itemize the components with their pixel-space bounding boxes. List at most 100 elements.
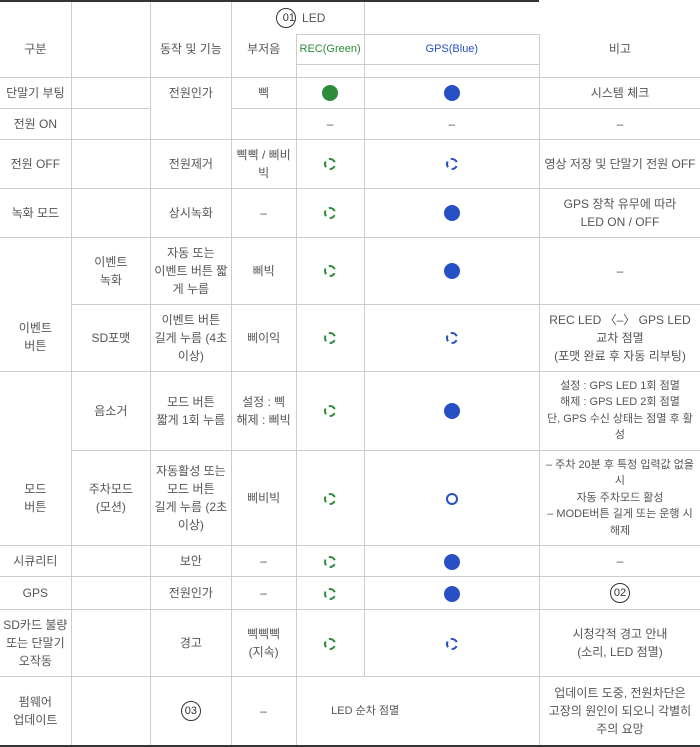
- led-firmware-text: LED 순차 점멸: [328, 677, 503, 747]
- led-gps-solid-icon: [444, 403, 460, 419]
- badge-02: 02: [610, 583, 630, 603]
- buzzer-sd-format: 삐이익: [231, 304, 296, 371]
- hdr-category: 구분: [24, 42, 46, 56]
- hdr-buzzer: 부저음: [247, 42, 280, 56]
- buzzer-power-off: 삑삑 / 삐비빅: [231, 139, 296, 188]
- remark-boot: 시스템 체크: [539, 77, 700, 108]
- cat-rec-mode: 녹화 모드: [0, 188, 71, 237]
- row-gps: GPS 전원인가 – 02: [0, 577, 700, 610]
- cat-gps: GPS: [0, 577, 71, 610]
- led-gps-solid-icon: [444, 263, 460, 279]
- cat-mute: 음소거: [71, 371, 150, 450]
- hdr-led-rec: REC(Green): [296, 34, 364, 64]
- remark-sd-format: REC LED 〈–〉 GPS LED 교차 점멸(포맷 완료 후 자동 리부팅…: [539, 304, 700, 371]
- col-led-badge: 01: [231, 1, 296, 34]
- row-parking: 모드버튼 주차모드(모션) 자동활성 또는모드 버튼길게 누름 (2초 이상) …: [0, 450, 700, 546]
- row-security: 시큐리티 보안 – –: [0, 546, 700, 577]
- cat-parking: 주차모드(모션): [71, 450, 150, 546]
- cat-power-on: 전원 ON: [0, 108, 71, 139]
- row-event-rec: 이벤트녹화 자동 또는이벤트 버튼 짧게 누름 삐빅 –: [0, 237, 700, 304]
- remark-parking: – 주차 20분 후 특정 입력값 없을시자동 주차모드 활성– MODE버튼 …: [539, 450, 700, 546]
- hdr-action: 동작 및 기능: [160, 42, 222, 56]
- remark-gps: 02: [539, 577, 700, 610]
- col-action: [71, 1, 150, 34]
- cat-event-rec: 이벤트녹화: [71, 237, 150, 304]
- remark-security: –: [539, 546, 700, 577]
- badge-03: 03: [181, 701, 201, 721]
- group-event-btn: [0, 237, 71, 304]
- remark-firmware: 업데이트 도중, 전원차단은고장의 원인이 되오니 각별히주의 요망: [539, 677, 700, 747]
- row-mute: 음소거 모드 버튼짧게 1회 누름 설정 : 삑해제 : 삐빅 설정 : GPS…: [0, 371, 700, 450]
- buzzer-mute: 설정 : 삑해제 : 삐빅: [231, 371, 296, 450]
- buzzer-boot: 삑: [231, 77, 296, 108]
- action-firmware: 03: [151, 677, 232, 747]
- cat-firmware: 펌웨어업데이트: [0, 677, 71, 747]
- col-remark: [364, 1, 539, 34]
- led-rec-dash-text: –: [296, 108, 364, 139]
- col-led-title: LED: [296, 1, 364, 34]
- remark-event-rec: –: [539, 237, 700, 304]
- led-gps-solid-icon: [444, 85, 460, 101]
- remark-sd-fault: 시청각적 경고 안내(소리, LED 점멸): [539, 610, 700, 677]
- led-rec-blink-icon: [324, 265, 336, 277]
- led-gps-blink-icon: [446, 158, 458, 170]
- led-rec-blink-icon: [324, 332, 336, 344]
- action-power-apply: 전원인가: [151, 77, 232, 108]
- action-event-rec: 자동 또는이벤트 버튼 짧게 누름: [151, 237, 232, 304]
- cat-security: 시큐리티: [0, 546, 71, 577]
- row-sd-format: 이벤트버튼 SD포맷 이벤트 버튼길게 누름 (4초 이상) 삐이익 REC L…: [0, 304, 700, 371]
- led-rec-blink-icon: [324, 493, 336, 505]
- action-power-off: 전원제거: [151, 139, 232, 188]
- group-mode-btn: [0, 371, 71, 450]
- buzzer-event-rec: 삐빅: [231, 237, 296, 304]
- cat-power-off: 전원 OFF: [0, 139, 71, 188]
- buzzer-parking: 삐비빅: [231, 450, 296, 546]
- row-firmware: 펌웨어업데이트 03 – LED 순차 점멸 업데이트 도중, 전원차단은고장의…: [0, 677, 700, 747]
- led-gps-solid-icon: [444, 586, 460, 602]
- buzzer-rec-mode: –: [231, 188, 296, 237]
- group-mode-btn-label: 모드버튼: [0, 450, 71, 546]
- led-rec-blink-icon: [324, 158, 336, 170]
- buzzer-security: –: [231, 546, 296, 577]
- remark-power-off: 영상 저장 및 단말기 전원 OFF: [539, 139, 700, 188]
- group-event-btn-label: 이벤트버튼: [0, 304, 71, 371]
- hdr-led-gps: GPS(Blue): [364, 34, 539, 64]
- led-rec-blink-icon: [324, 207, 336, 219]
- led-rec-blink-icon: [324, 556, 336, 568]
- led-rec-blink-icon: [324, 588, 336, 600]
- row-power-on: 전원 ON – – –: [0, 108, 700, 139]
- led-gps-solid-icon: [444, 554, 460, 570]
- cat-boot: 단말기 부팅: [0, 77, 71, 108]
- cat-sd-format: SD포맷: [71, 304, 150, 371]
- action-gps: 전원인가: [151, 577, 232, 610]
- hdr-remark: 비고: [609, 42, 631, 56]
- led-rec-solid-icon: [322, 85, 338, 101]
- remark-rec-mode: GPS 장착 유무에 따라LED ON / OFF: [539, 188, 700, 237]
- buzzer-sd-fault: 삑삑삑(지속): [231, 610, 296, 677]
- col-category: [0, 1, 71, 34]
- row-power-off: 전원 OFF 전원제거 삑삑 / 삐비빅 영상 저장 및 단말기 전원 OFF: [0, 139, 700, 188]
- badge-01: 01: [276, 8, 296, 28]
- row-sd-fault: SD카드 불량또는 단말기오작동 경고 삑삑삑(지속) 시청각적 경고 안내(소…: [0, 610, 700, 677]
- led-rec-blink-icon: [324, 638, 336, 650]
- header-row-2: 구분 동작 및 기능 부저음 REC(Green) GPS(Blue) 비고: [0, 34, 700, 64]
- led-gps-blink-icon: [446, 638, 458, 650]
- led-rec-blink-icon: [324, 405, 336, 417]
- buzzer-gps: –: [231, 577, 296, 610]
- buzzer-firmware: –: [231, 677, 296, 747]
- action-mute: 모드 버튼짧게 1회 누름: [151, 371, 232, 450]
- remark-power-on: –: [539, 108, 700, 139]
- col-buzzer: [151, 1, 232, 34]
- led-gps-ring-icon: [446, 493, 458, 505]
- action-rec-mode: 상시녹화: [151, 188, 232, 237]
- action-parking: 자동활성 또는모드 버튼길게 누름 (2초 이상): [151, 450, 232, 546]
- action-security: 보안: [151, 546, 232, 577]
- row-rec-mode: 녹화 모드 상시녹화 – GPS 장착 유무에 따라LED ON / OFF: [0, 188, 700, 237]
- cat-sd-fault: SD카드 불량또는 단말기오작동: [0, 610, 71, 677]
- header-row-3: [0, 64, 700, 77]
- led-gps-blink-icon: [446, 332, 458, 344]
- remark-mute: 설정 : GPS LED 1회 점멸해제 : GPS LED 2회 점멸단, G…: [539, 371, 700, 450]
- led-gps-dash-text: –: [364, 108, 539, 139]
- row-boot: 단말기 부팅 전원인가 삑 시스템 체크: [0, 77, 700, 108]
- action-sd-format: 이벤트 버튼길게 누름 (4초 이상): [151, 304, 232, 371]
